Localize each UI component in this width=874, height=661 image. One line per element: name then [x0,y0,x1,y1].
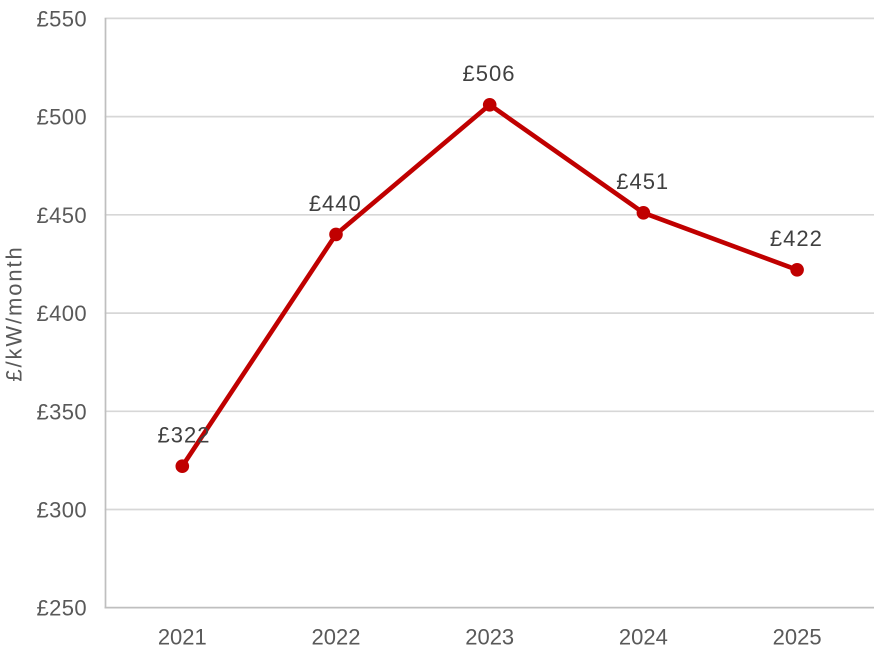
svg-text:£/kW/month: £/kW/month [2,245,27,381]
svg-text:£250: £250 [36,596,87,621]
svg-text:£440: £440 [309,191,362,216]
svg-text:£550: £550 [36,6,87,31]
svg-text:£300: £300 [36,498,87,523]
svg-text:£400: £400 [36,301,87,326]
svg-text:£422: £422 [770,226,823,251]
svg-text:2021: 2021 [158,624,207,649]
svg-text:£506: £506 [463,61,516,86]
svg-text:£500: £500 [36,105,87,130]
svg-text:£450: £450 [36,203,87,228]
svg-text:£350: £350 [36,399,87,424]
svg-text:£451: £451 [616,169,669,194]
svg-text:2024: 2024 [619,624,668,649]
svg-text:2022: 2022 [312,624,361,649]
svg-text:2025: 2025 [773,624,822,649]
svg-text:2023: 2023 [465,624,514,649]
svg-text:£322: £322 [158,423,211,448]
